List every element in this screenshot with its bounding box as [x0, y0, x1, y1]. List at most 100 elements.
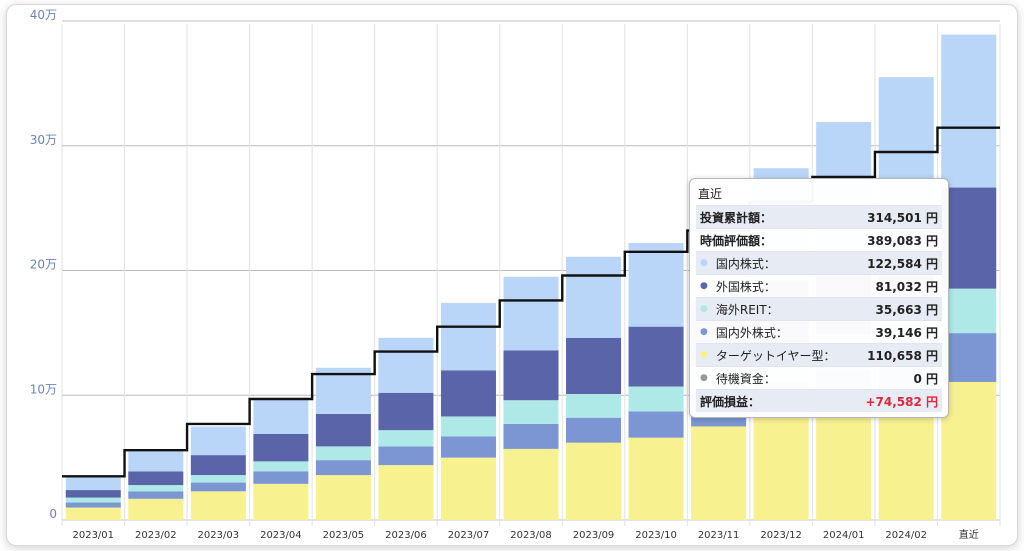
bar-segment	[503, 350, 559, 401]
bar-segment	[315, 367, 371, 414]
tooltip-row-domestic-stocks: ● 国内株式： 122,584 円	[696, 251, 942, 274]
dot-icon: ●	[700, 373, 708, 383]
bar-segment	[65, 490, 121, 498]
x-tick-label: 2023/02	[135, 530, 177, 541]
tooltip-row-unrealized-gain: 評価損益： +74,582 円	[696, 389, 942, 412]
bar-segment	[566, 394, 622, 418]
x-tick-label: 2023/06	[385, 530, 427, 541]
bar-segment	[691, 426, 747, 520]
tooltip-row-market-value: 時価評価額： 389,083 円	[696, 228, 942, 251]
bar-segment	[816, 407, 872, 520]
bar-segment	[128, 471, 184, 486]
bar-segment	[878, 398, 934, 520]
y-tick-label: 30万	[30, 133, 57, 147]
bar-segment	[566, 442, 622, 520]
data-tooltip: 直近 投資累計額： 314,501 円 時価評価額： 389,083 円 ● 国…	[689, 178, 949, 418]
bar-segment	[65, 497, 121, 503]
y-tick-label: 20万	[30, 258, 57, 272]
x-tick-label: 2023/12	[760, 530, 802, 541]
bar-segment	[315, 446, 371, 461]
dot-icon: ●	[700, 281, 708, 291]
bar-segment	[628, 411, 684, 438]
tooltip-row-target-year: ● ターゲットイヤー型： 110,658 円	[696, 343, 942, 366]
bar-segment	[941, 187, 997, 289]
bar-segment	[253, 461, 309, 472]
x-tick-label: 2024/01	[823, 530, 865, 541]
x-tick-label: 2023/09	[573, 530, 615, 541]
x-tick-label: 2023/04	[260, 530, 302, 541]
tooltip-row-cumulative-investment: 投資累計額： 314,501 円	[696, 205, 942, 228]
y-tick-label: 40万	[30, 8, 57, 22]
bar-segment	[440, 370, 496, 417]
x-tick-label: 2023/07	[448, 530, 490, 541]
y-tick-label: 10万	[30, 382, 57, 396]
bar-segment	[65, 477, 121, 491]
bar-segment	[190, 475, 246, 483]
bar-segment	[253, 471, 309, 484]
x-tick-label: 2023/08	[510, 530, 552, 541]
bar-segment	[941, 34, 997, 188]
bar-segment	[128, 451, 184, 472]
bar-segment	[315, 460, 371, 476]
dot-icon: ●	[700, 258, 708, 268]
x-tick-label: 2023/11	[698, 530, 740, 541]
tooltip-row-foreign-stocks: ● 外国株式： 81,032 円	[696, 274, 942, 297]
dot-icon: ●	[700, 304, 708, 314]
bar-segment	[628, 386, 684, 412]
bar-segment	[941, 381, 997, 520]
bar-segment	[378, 446, 434, 466]
bar-segment	[315, 475, 371, 520]
bar-segment	[378, 392, 434, 431]
bar-segment	[190, 426, 246, 456]
bar-segment	[190, 455, 246, 476]
bar-segment	[753, 417, 809, 520]
bar-segment	[566, 256, 622, 338]
bar-segment	[128, 491, 184, 499]
dot-icon: ●	[700, 327, 708, 337]
bar-segment	[128, 498, 184, 520]
bar-segment	[941, 333, 997, 382]
line-layer	[62, 126, 1000, 478]
bar-segment	[190, 491, 246, 520]
cumulative-investment-line	[62, 126, 1000, 478]
x-tick-label: 直近	[959, 528, 979, 541]
bar-segment	[503, 276, 559, 351]
bar-segment	[378, 430, 434, 447]
x-tick-label: 2024/02	[885, 530, 927, 541]
tooltip-row-global-stocks: ● 国内外株式： 39,146 円	[696, 320, 942, 343]
tooltip-row-overseas-reit: ● 海外REIT： 35,663 円	[696, 297, 942, 320]
bar-segment	[566, 337, 622, 395]
bar-segment	[503, 400, 559, 424]
bar-segment	[503, 448, 559, 520]
bar-segment	[253, 483, 309, 520]
bar-segment	[503, 423, 559, 449]
bar-segment	[941, 288, 997, 334]
bar-segment	[253, 397, 309, 434]
bar-segment	[378, 337, 434, 393]
label-layer: 0 10万 20万 30万 40万 2023/01 2023/02 2023/03 2023/0…	[30, 8, 979, 541]
x-tick-label: 2023/01	[72, 530, 114, 541]
bar-segment	[190, 482, 246, 492]
dot-icon: ●	[700, 350, 708, 360]
bar-segment	[253, 433, 309, 462]
x-tick-label: 2023/03	[198, 530, 240, 541]
bar-segment	[315, 413, 371, 447]
y-tick-label: 0	[49, 507, 57, 521]
tooltip-row-standby-cash: ● 待機資金： 0 円	[696, 366, 942, 389]
bar-segment	[566, 417, 622, 443]
bar-segment	[628, 243, 684, 327]
tooltip-title: 直近	[698, 187, 723, 201]
bar-segment	[65, 507, 121, 520]
chart-frame: 0 10万 20万 30万 40万 2023/01 2023/02 2023/03 2023/0…	[6, 4, 1018, 546]
bar-segment	[628, 437, 684, 520]
bar-segment	[378, 465, 434, 520]
bar-segment	[128, 485, 184, 492]
bar-segment	[628, 326, 684, 387]
x-tick-label: 2023/10	[635, 530, 677, 541]
bar-segment	[440, 302, 496, 371]
bar-segment	[440, 416, 496, 437]
bar-segment	[65, 502, 121, 508]
x-tick-label: 2023/05	[323, 530, 365, 541]
bar-segment	[440, 457, 496, 520]
bar-segment	[440, 436, 496, 458]
